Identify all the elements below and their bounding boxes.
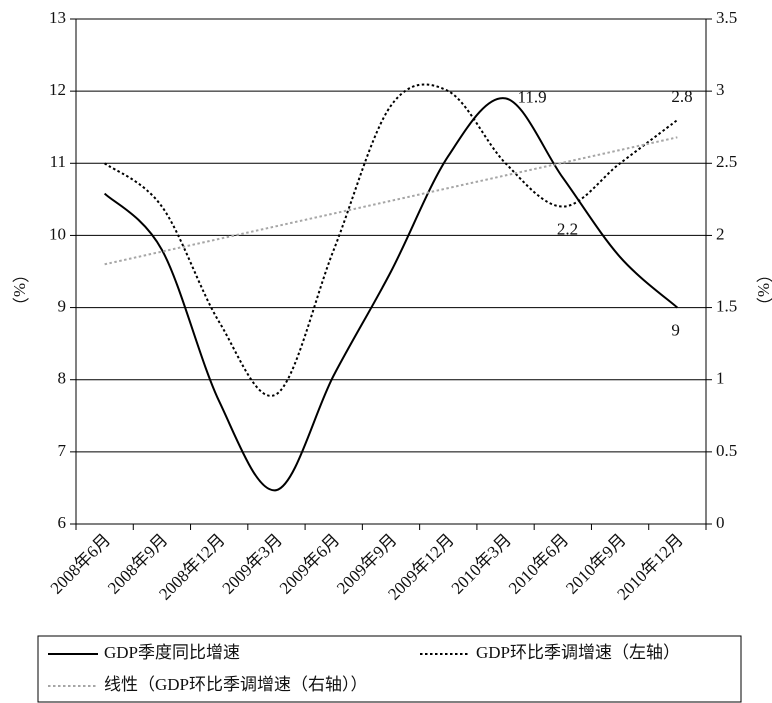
y-tick-label: 9 xyxy=(58,296,67,315)
y2-tick-label: 0 xyxy=(716,513,725,532)
y2-tick-label: 0.5 xyxy=(716,441,737,460)
y2-tick-label: 2.5 xyxy=(716,152,737,171)
y2-axis-label: （%） xyxy=(754,266,772,314)
y2-tick-label: 1 xyxy=(716,369,725,388)
y-tick-label: 13 xyxy=(49,8,66,27)
y-tick-label: 6 xyxy=(58,513,67,532)
y2-tick-label: 3 xyxy=(716,80,725,99)
y-tick-label: 10 xyxy=(49,224,66,243)
data-label: 11.9 xyxy=(518,87,547,106)
y-tick-label: 7 xyxy=(58,441,67,460)
y-axis-label: （%） xyxy=(10,266,29,314)
legend-label: GDP环比季调增速（左轴） xyxy=(476,643,680,662)
data-label: 2.2 xyxy=(557,219,578,238)
series-line xyxy=(103,97,679,492)
y2-tick-label: 3.5 xyxy=(716,8,737,27)
legend-label: GDP季度同比增速 xyxy=(104,643,240,662)
y-tick-label: 11 xyxy=(50,152,66,171)
series-line xyxy=(104,136,678,266)
data-label: 9 xyxy=(671,320,680,339)
y-tick-label: 8 xyxy=(58,369,67,388)
data-label: 2.8 xyxy=(671,87,692,106)
y2-tick-label: 1.5 xyxy=(716,296,737,315)
series-line xyxy=(104,83,678,397)
legend-box xyxy=(37,635,742,703)
y2-tick-label: 2 xyxy=(716,224,725,243)
legend-label: 线性（GDP环比季调增速（右轴）） xyxy=(104,675,368,694)
y-tick-label: 12 xyxy=(49,80,66,99)
